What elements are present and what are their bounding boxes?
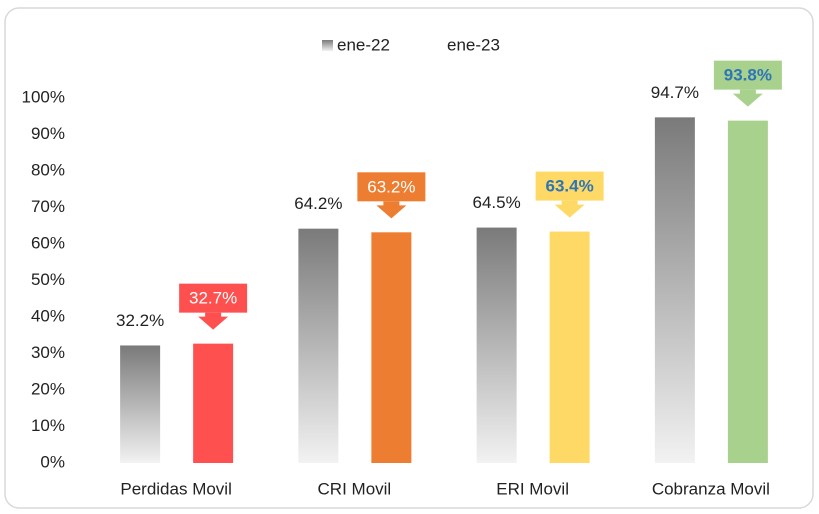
y-tick-label: 60%	[31, 233, 65, 252]
bar	[549, 231, 590, 463]
legend-swatch	[322, 40, 333, 51]
y-tick-label: 100%	[22, 87, 65, 106]
y-tick-label: 40%	[31, 306, 65, 325]
bar	[654, 117, 695, 463]
data-label: 32.7%	[189, 289, 237, 308]
legend-label: ene-23	[447, 35, 500, 54]
data-label: 63.4%	[546, 177, 594, 196]
callout-box	[713, 60, 782, 90]
callout-box	[357, 172, 426, 202]
bar	[298, 228, 339, 463]
callout-arrow	[554, 200, 585, 218]
data-label: 64.2%	[294, 194, 342, 213]
callout-arrow	[376, 201, 407, 219]
data-label: 94.7%	[651, 83, 699, 102]
x-tick-label: ERI Movil	[496, 479, 569, 498]
callout-arrow	[732, 89, 763, 107]
y-tick-label: 10%	[31, 416, 65, 435]
x-tick-label: Perdidas Movil	[120, 479, 232, 498]
data-label: 93.8%	[724, 66, 772, 85]
bar	[727, 120, 768, 463]
y-tick-label: 70%	[31, 197, 65, 216]
x-tick-label: Cobranza Movil	[652, 479, 770, 498]
bar	[120, 345, 161, 463]
bar	[193, 343, 234, 463]
y-tick-label: 50%	[31, 270, 65, 289]
bar	[371, 232, 412, 463]
legend-label: ene-22	[337, 35, 390, 54]
y-tick-label: 0%	[40, 452, 65, 471]
y-tick-label: 30%	[31, 343, 65, 362]
y-tick-label: 90%	[31, 124, 65, 143]
callout-box	[179, 283, 248, 313]
y-tick-label: 20%	[31, 379, 65, 398]
callout-arrow	[198, 312, 229, 330]
data-label: 63.2%	[367, 177, 415, 196]
data-label: 64.5%	[473, 193, 521, 212]
bar	[476, 227, 517, 463]
data-label: 32.2%	[116, 311, 164, 330]
callout-box	[535, 171, 604, 201]
y-tick-label: 80%	[31, 160, 65, 179]
x-tick-label: CRI Movil	[318, 479, 392, 498]
